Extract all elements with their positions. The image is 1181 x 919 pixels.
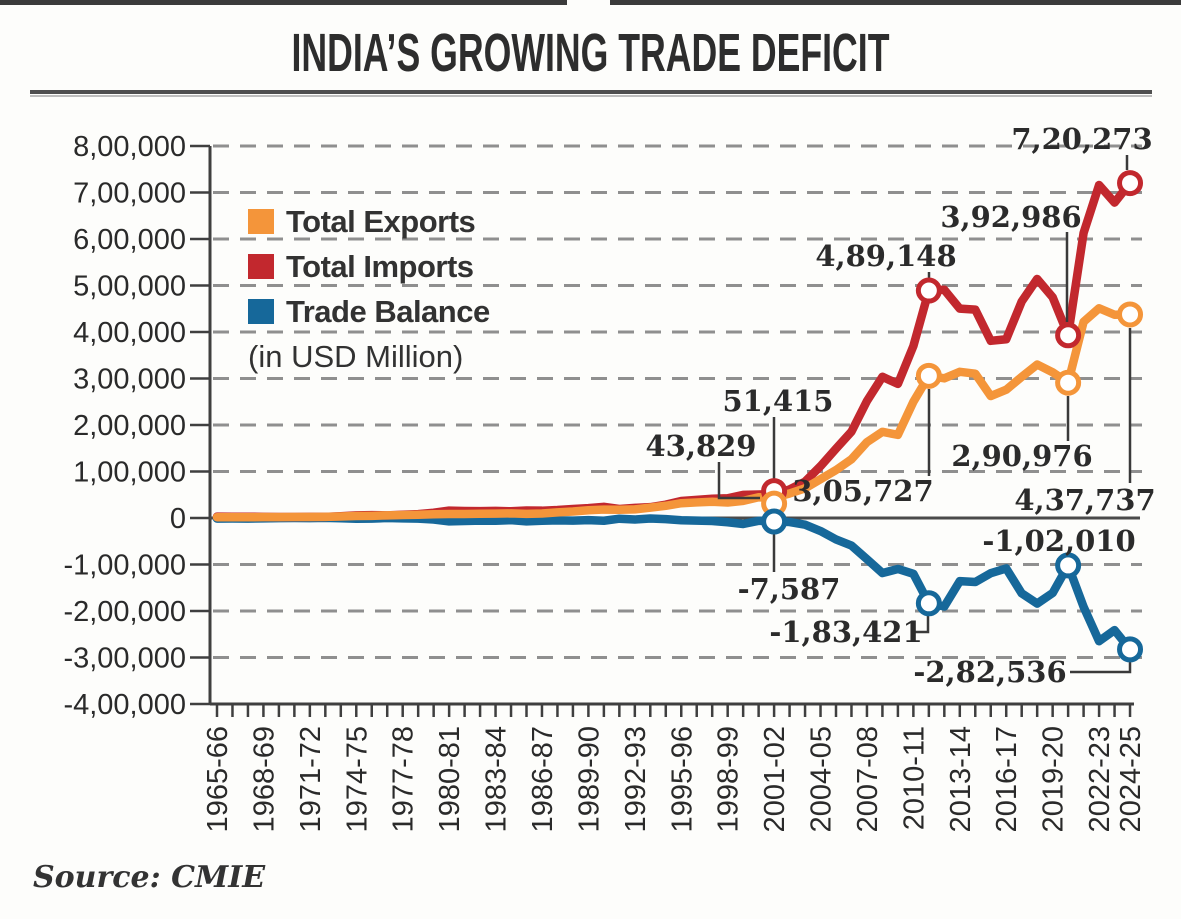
annotation-value-label: -1,83,421	[769, 615, 922, 649]
y-tick-label: -4,00,000	[63, 689, 186, 721]
balance-swatch-icon	[248, 299, 274, 324]
y-tick-label: 0	[170, 503, 186, 535]
y-tick-label: 8,00,000	[73, 131, 186, 163]
x-tick-label: 2013-14	[945, 726, 977, 832]
x-tick-label: 1974-75	[341, 726, 373, 832]
title-rule	[30, 90, 1152, 97]
legend-label-balance: Trade Balance	[286, 293, 490, 329]
annotation-value-label: 3,92,986	[940, 200, 1081, 234]
x-tick-label: 2004-05	[806, 726, 838, 832]
source-note: Source: CMIE	[33, 860, 265, 895]
annotation-value-label: 51,415	[723, 384, 834, 418]
x-tick-label: 1989-90	[573, 726, 605, 832]
x-tick-label: 2001-02	[759, 726, 791, 832]
annotation-value-label: 43,829	[646, 429, 757, 463]
annotation-value-label: -7,587	[738, 572, 841, 606]
x-tick-label: 2010-11	[898, 726, 930, 830]
x-tick-label: 2019-20	[1038, 726, 1070, 832]
annotation-connector	[912, 613, 930, 634]
legend-label-imports: Total Imports	[286, 248, 474, 284]
legend-units-caption: (in USD Million)	[248, 339, 464, 374]
balance-marker	[1117, 636, 1144, 663]
x-tick-label: 1977-78	[388, 726, 420, 832]
chart-title: INDIA’S GROWING TRADE DEFICIT	[291, 23, 890, 83]
legend-item-balance: Trade Balance	[248, 289, 490, 334]
legend-item-exports: Total Exports	[248, 199, 490, 244]
x-tick-label: 1968-69	[248, 726, 280, 832]
y-tick-label: 2,00,000	[73, 410, 186, 442]
legend: Total Exports Total Imports Trade Balanc…	[248, 199, 490, 375]
annotation-value-label: -1,02,010	[982, 524, 1135, 558]
x-tick-label: 1998-99	[713, 726, 745, 832]
x-tick-label: 1980-81	[434, 726, 466, 832]
imports-marker	[915, 277, 942, 304]
exports-swatch-icon	[248, 209, 274, 234]
imports-marker	[1055, 322, 1082, 349]
imports-marker	[1117, 170, 1144, 197]
annotation-value-label: 7,20,273	[1011, 122, 1152, 156]
annotation-value-label: 4,37,737	[1014, 483, 1155, 517]
annotation-value-label: 2,90,976	[951, 439, 1092, 473]
legend-label-exports: Total Exports	[286, 203, 476, 239]
top-crop-mark-left	[0, 0, 567, 5]
x-tick-label: 2007-08	[852, 726, 884, 832]
balance-marker	[761, 508, 788, 535]
y-tick-label: 5,00,000	[73, 271, 186, 303]
x-tick-label: 1986-87	[527, 726, 559, 832]
annotation-connector	[717, 462, 760, 500]
annotation-value-label: -2,82,536	[913, 655, 1066, 689]
exports-line	[212, 304, 1135, 522]
exports-marker	[1055, 369, 1082, 396]
annotation-value-label: 4,89,148	[815, 239, 956, 273]
x-tick-label: 2022-23	[1084, 726, 1116, 832]
y-tick-label: 1,00,000	[73, 457, 186, 489]
y-tick-label: -2,00,000	[63, 596, 186, 628]
y-tick-label: 4,00,000	[73, 317, 186, 349]
legend-item-imports: Total Imports	[248, 244, 490, 289]
x-tick-label: 2024-25	[1115, 726, 1147, 832]
x-tick-label: 1983-84	[481, 726, 513, 832]
y-tick-label: 3,00,000	[73, 364, 186, 396]
imports-swatch-icon	[248, 254, 274, 279]
balance-marker	[915, 590, 942, 617]
exports-marker	[1117, 301, 1144, 328]
y-tick-label: -1,00,000	[63, 550, 186, 582]
x-tick-label: 1971-72	[295, 726, 327, 832]
annotation-connector	[1070, 661, 1132, 674]
annotation-value-label: 3,05,727	[792, 474, 933, 508]
x-tick-label: 2016-17	[991, 726, 1023, 832]
x-tick-label: 1992-93	[620, 726, 652, 832]
exports-marker	[915, 362, 942, 389]
x-tick-label: 1995-96	[666, 726, 698, 832]
source-text: Source: CMIE	[33, 860, 266, 895]
y-tick-label: 7,00,000	[73, 178, 186, 210]
top-crop-mark-right	[610, 0, 1181, 5]
y-tick-label: -3,00,000	[63, 643, 186, 675]
y-tick-label: 6,00,000	[73, 224, 186, 256]
x-tick-label: 1965-66	[202, 726, 234, 832]
balance-marker	[1055, 552, 1082, 579]
